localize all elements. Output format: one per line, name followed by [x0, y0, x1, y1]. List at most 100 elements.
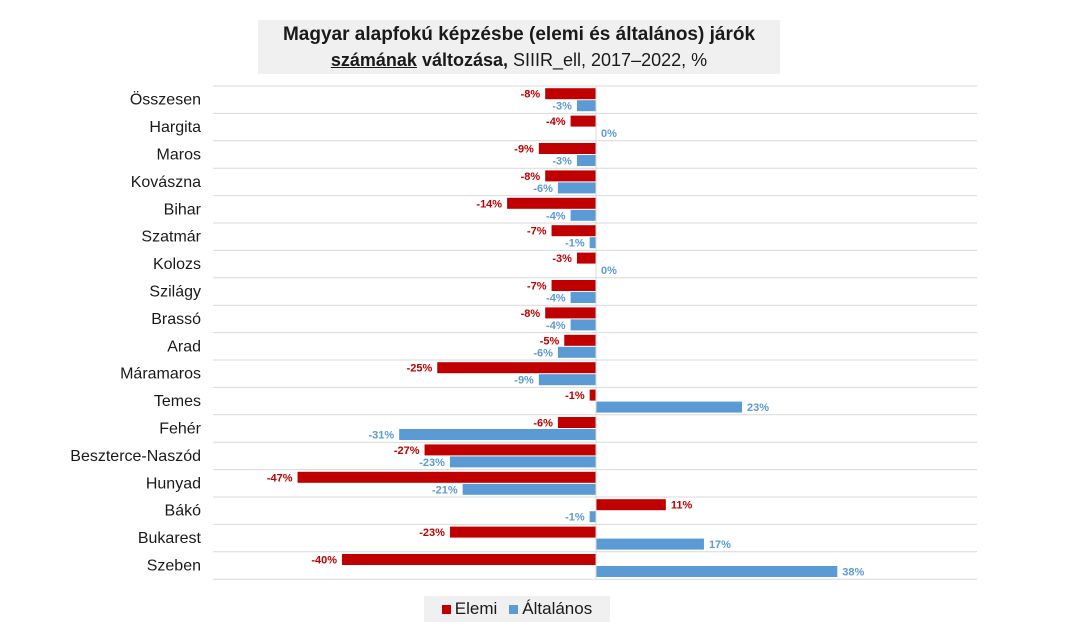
- data-label: 17%: [709, 539, 731, 551]
- bar-elemi: [545, 307, 596, 319]
- category-label: Temes: [154, 393, 201, 410]
- data-label: -1%: [565, 238, 585, 250]
- bar-elemi: [342, 554, 596, 565]
- category-label: Hunyad: [146, 475, 201, 492]
- data-label: -47%: [267, 472, 293, 484]
- data-label: -40%: [311, 555, 337, 567]
- category-label: Máramaros: [120, 366, 201, 383]
- bar-elemi: [424, 444, 596, 456]
- bar-altalanos: [557, 346, 596, 358]
- bar-altalanos: [570, 292, 596, 303]
- data-label: -23%: [419, 527, 445, 539]
- bar-elemi: [545, 170, 596, 182]
- bar-altalanos: [596, 401, 743, 413]
- legend-label-altalanos: Általános: [522, 599, 593, 618]
- bar-elemi: [557, 417, 596, 428]
- data-label: -3%: [552, 156, 572, 168]
- category-label: Kolozs: [153, 256, 201, 273]
- bar-elemi: [564, 334, 596, 346]
- data-label: -4%: [546, 116, 566, 128]
- data-label: -3%: [552, 253, 572, 265]
- chart-title-rest: SIIIR_ell, 2017–2022, %: [513, 50, 708, 70]
- bar-altalanos: [399, 429, 596, 440]
- data-label: -9%: [514, 144, 534, 156]
- category-label: Szatmár: [141, 229, 201, 246]
- data-label: -3%: [552, 101, 572, 113]
- data-label: -27%: [394, 445, 420, 457]
- bar-altalanos: [538, 374, 596, 386]
- data-label: 23%: [747, 402, 769, 414]
- data-label: -7%: [527, 226, 547, 238]
- category-label: Hargita: [149, 119, 201, 136]
- legend: Elemi Általános: [424, 596, 610, 622]
- data-label: -25%: [407, 363, 433, 375]
- data-label: -9%: [514, 375, 534, 387]
- bar-altalanos: [596, 566, 838, 577]
- data-label: -8%: [521, 89, 541, 101]
- category-label: Fehér: [159, 421, 201, 438]
- data-label: -23%: [419, 457, 445, 469]
- data-label: -21%: [432, 484, 458, 496]
- data-label: -4%: [546, 320, 566, 332]
- category-label: Szeben: [147, 558, 201, 575]
- bar-altalanos: [576, 100, 596, 112]
- category-label: Maros: [157, 147, 201, 164]
- bar-altalanos: [589, 511, 596, 523]
- data-label: -5%: [540, 335, 560, 347]
- bar-elemi: [589, 389, 596, 401]
- data-label: -6%: [533, 347, 553, 359]
- category-label: Kovászna: [131, 174, 201, 191]
- bar-altalanos: [596, 538, 704, 550]
- category-label: Bihar: [164, 201, 202, 218]
- legend-label-elemi: Elemi: [454, 599, 498, 618]
- bar-elemi: [538, 143, 596, 154]
- bar-altalanos: [462, 483, 596, 495]
- bar-elemi: [545, 88, 596, 100]
- bar-elemi: [596, 499, 666, 511]
- category-label: Arad: [167, 338, 201, 355]
- chart-title-bold: változása,: [421, 50, 508, 70]
- bar-elemi: [437, 362, 596, 374]
- data-label: -6%: [533, 418, 553, 430]
- data-label: -1%: [565, 512, 585, 524]
- data-label: -8%: [521, 308, 541, 320]
- chart-title-underlined: számának: [330, 50, 417, 70]
- data-label: -7%: [527, 281, 547, 293]
- data-label: -8%: [521, 171, 541, 183]
- data-label: -1%: [565, 390, 585, 402]
- data-label: -6%: [533, 183, 553, 195]
- legend-swatch-altalanos: [509, 604, 519, 614]
- category-label: Szilágy: [149, 284, 201, 301]
- chart-title: Magyar alapfokú képzésbe (elemi és által…: [258, 20, 780, 74]
- category-label: Bákó: [165, 503, 202, 520]
- bar-altalanos: [557, 182, 596, 194]
- bar-elemi: [297, 471, 596, 483]
- bar-altalanos: [576, 155, 596, 166]
- category-label: Beszterce-Naszód: [70, 448, 201, 465]
- data-label: 11%: [671, 500, 693, 512]
- data-label: 0%: [601, 265, 617, 277]
- bar-altalanos: [589, 237, 596, 249]
- legend-item-altalanos: Általános: [509, 599, 592, 619]
- bar-elemi: [449, 526, 596, 538]
- bar-elemi: [570, 115, 596, 127]
- category-label: Brassó: [151, 311, 201, 328]
- bar-altalanos: [449, 456, 596, 468]
- bar-elemi: [507, 197, 596, 209]
- data-label: -31%: [368, 430, 394, 442]
- bar-elemi: [551, 225, 596, 237]
- data-label: -4%: [546, 210, 566, 222]
- bar-elemi: [576, 252, 596, 264]
- chart-title-line1: Magyar alapfokú képzésbe (elemi és által…: [282, 24, 756, 45]
- data-label: -14%: [476, 198, 502, 210]
- chart-title-line2: számának változása, SIIIR_ell, 2017–2022…: [258, 48, 780, 72]
- category-label: Összesen: [130, 91, 201, 109]
- data-label: -4%: [546, 293, 566, 305]
- category-label: Bukarest: [138, 530, 202, 547]
- data-label: 38%: [842, 567, 864, 579]
- legend-item-elemi: Elemi: [441, 599, 498, 619]
- data-label: 0%: [601, 128, 617, 140]
- bar-altalanos: [570, 319, 596, 331]
- bar-elemi: [551, 280, 596, 291]
